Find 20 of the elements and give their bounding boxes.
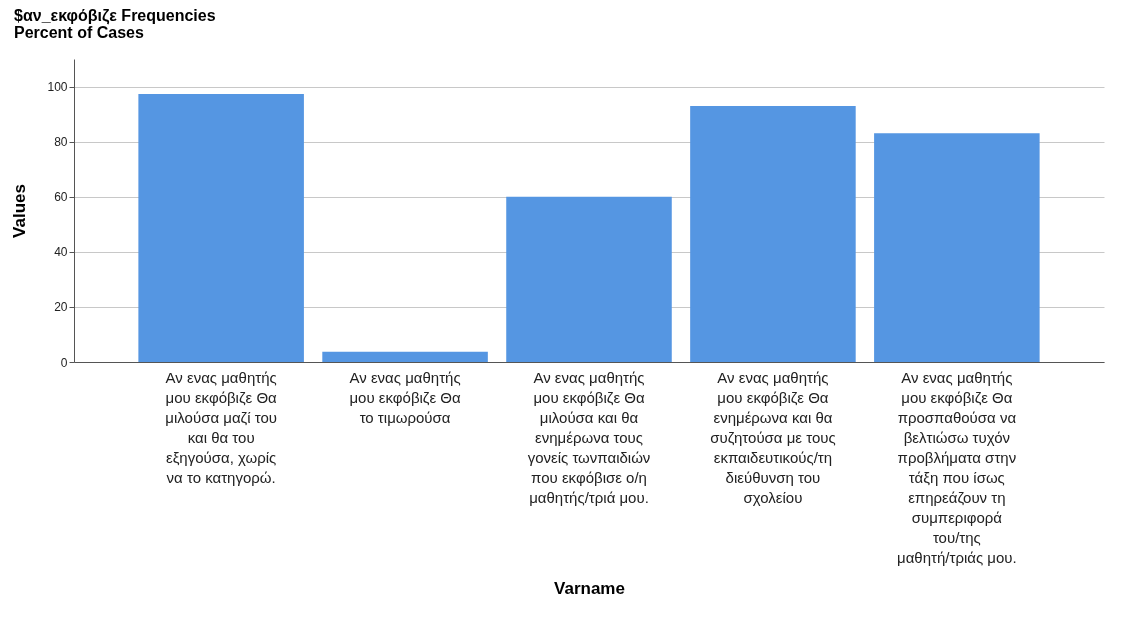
- bar: [138, 93, 304, 362]
- x-tick-label: Αν ενας μαθητής μου εκφόβιζε Θα μιλούσα και θα ενημέρωνα τους γονείς τωνπαιδιών που εκφόβισε ο/η μαθητής/τριά μου.: [527, 368, 651, 506]
- x-tick-label: Αν ενας μαθητής μου εκφόβιζε Θα ενημέρωνα και θα συζητούσα με τους εκπαιδευτικούς/τη διεύθυνση του σχολείου: [710, 368, 836, 506]
- category-label: Αν ενας μαθητής μου εκφόβιζε Θα προσπαθούσα να βελτιώσω τυχόν προβλήματα στην τάξη που ίσως επηρεάζουν τη συμπεριφορά του/της μαθητή/τριάς μου.: [897, 368, 1017, 566]
- x-tick-label: Αν ενας μαθητής μου εκφόβιζε Θα το τιμωρούσα: [349, 368, 461, 426]
- x-tick-label: Αν ενας μαθητής μου εκφόβιζε Θα μιλούσα μαζί του και θα του εξηγούσα, χωρίς να το κατηγορώ.: [165, 368, 278, 486]
- y-tick-label: 60: [54, 190, 68, 205]
- y-axis-title: Values: [10, 184, 30, 238]
- chart-subtitle: Percent of Cases: [14, 24, 144, 41]
- y-tick-label: 0: [60, 355, 68, 370]
- bar: [874, 133, 1040, 362]
- y-tick-label: 40: [54, 245, 68, 260]
- chart-title: $αν_εκφόβιζε Frequencies: [14, 7, 216, 25]
- y-tick-label: 80: [54, 135, 68, 150]
- x-axis-title: Varname: [554, 578, 625, 598]
- y-tick-label: 20: [54, 300, 68, 315]
- bar: [506, 196, 672, 362]
- bar: [690, 106, 856, 362]
- y-tick-label: 100: [47, 80, 68, 95]
- bar: [322, 351, 488, 362]
